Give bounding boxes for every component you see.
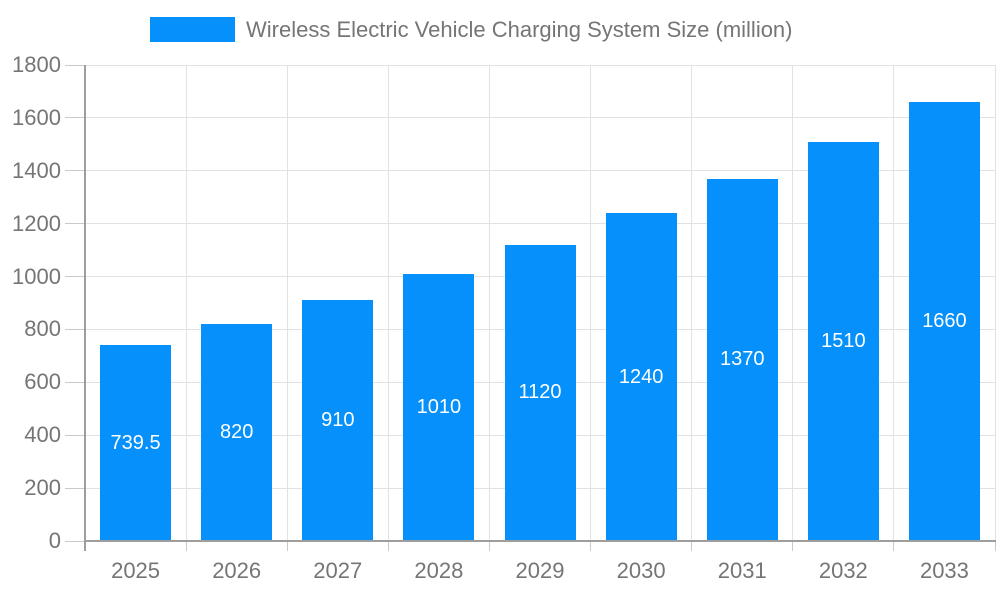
x-tick bbox=[691, 541, 693, 551]
y-axis-line bbox=[84, 65, 86, 551]
bar[interactable]: 820 bbox=[201, 324, 273, 541]
x-axis-label: 2028 bbox=[414, 558, 464, 583]
bar[interactable]: 1370 bbox=[706, 178, 778, 541]
y-tick bbox=[65, 328, 85, 330]
y-gridline bbox=[85, 64, 995, 66]
y-tick bbox=[65, 381, 85, 383]
x-tick bbox=[792, 541, 794, 551]
y-gridline bbox=[85, 117, 995, 119]
v-gridline bbox=[590, 65, 592, 541]
y-tick bbox=[65, 64, 85, 66]
y-axis-label: 1400 bbox=[12, 157, 61, 183]
x-tick bbox=[488, 541, 490, 551]
bar-value-label: 739.5 bbox=[110, 431, 161, 454]
x-axis-label: 2029 bbox=[515, 558, 565, 583]
v-gridline bbox=[893, 65, 895, 541]
x-axis-label: 2030 bbox=[616, 558, 666, 583]
v-gridline bbox=[691, 65, 693, 541]
x-tick bbox=[286, 541, 288, 551]
y-gridline bbox=[85, 170, 995, 172]
x-axis-label: 2025 bbox=[111, 558, 161, 583]
x-axis-label: 2033 bbox=[919, 558, 969, 583]
y-tick bbox=[65, 276, 85, 278]
bar-value-label: 1010 bbox=[416, 395, 462, 418]
y-axis-label: 200 bbox=[24, 475, 61, 501]
bar-value-label: 910 bbox=[321, 409, 355, 432]
y-axis-label: 400 bbox=[24, 422, 61, 448]
v-gridline bbox=[286, 65, 288, 541]
bar-value-label: 1370 bbox=[719, 348, 765, 371]
y-axis-label: 1000 bbox=[12, 263, 61, 289]
bar-value-label: 1510 bbox=[821, 329, 866, 352]
bar[interactable]: 1660 bbox=[908, 102, 980, 541]
y-gridline bbox=[85, 223, 995, 225]
legend-swatch bbox=[150, 17, 235, 42]
x-axis-label: 2031 bbox=[717, 558, 767, 583]
y-tick bbox=[65, 434, 85, 436]
x-axis-line bbox=[84, 540, 996, 542]
y-axis-label: 600 bbox=[24, 369, 61, 395]
y-axis-label: 0 bbox=[48, 528, 61, 553]
x-tick bbox=[590, 541, 592, 551]
x-axis-label: 2032 bbox=[818, 558, 868, 583]
legend-label: Wireless Electric Vehicle Charging Syste… bbox=[246, 16, 793, 42]
x-axis-label: 2027 bbox=[313, 558, 363, 583]
y-axis-label: 1600 bbox=[12, 104, 61, 130]
chart-legend[interactable]: Wireless Electric Vehicle Charging Syste… bbox=[150, 17, 793, 42]
v-gridline bbox=[185, 65, 187, 541]
bar[interactable]: 1240 bbox=[605, 213, 677, 541]
bar[interactable]: 1510 bbox=[807, 141, 879, 541]
v-gridline bbox=[488, 65, 490, 541]
y-axis-label: 800 bbox=[24, 316, 61, 342]
v-gridline bbox=[994, 65, 996, 541]
y-axis-label: 1800 bbox=[12, 52, 61, 77]
bar[interactable]: 739.5 bbox=[100, 345, 172, 541]
bar[interactable]: 1120 bbox=[504, 244, 576, 541]
y-tick bbox=[65, 487, 85, 489]
y-tick bbox=[65, 117, 85, 119]
x-tick bbox=[994, 541, 996, 551]
x-tick bbox=[387, 541, 389, 551]
y-tick bbox=[65, 540, 85, 542]
bar-value-label: 1120 bbox=[518, 381, 562, 404]
bar[interactable]: 910 bbox=[302, 300, 374, 541]
bar-value-label: 820 bbox=[219, 421, 254, 444]
x-tick bbox=[893, 541, 895, 551]
x-axis-label: 2026 bbox=[212, 558, 262, 583]
x-tick bbox=[185, 541, 187, 551]
y-tick bbox=[65, 223, 85, 225]
v-gridline bbox=[387, 65, 389, 541]
v-gridline bbox=[792, 65, 794, 541]
y-tick bbox=[65, 170, 85, 172]
bar-value-label: 1660 bbox=[922, 310, 967, 332]
bar-value-label: 1240 bbox=[618, 365, 664, 388]
y-axis-label: 1200 bbox=[12, 210, 61, 236]
bar[interactable]: 1010 bbox=[403, 273, 475, 541]
